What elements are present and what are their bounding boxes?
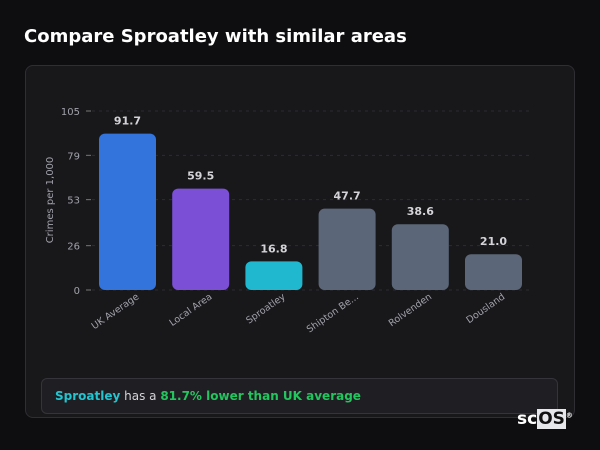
y-tick-label: 105 (61, 107, 80, 118)
x-tick-label: Local Area (168, 291, 215, 328)
data-label: 59.5 (187, 170, 214, 183)
bar (318, 208, 376, 290)
comparison-highlight: 81.7% lower than UK average (160, 389, 361, 403)
page-title: Compare Sproatley with similar areas (24, 26, 407, 47)
bar (391, 224, 449, 290)
data-label: 21.0 (480, 235, 507, 248)
bar (245, 261, 303, 290)
bar (465, 254, 522, 290)
bar (99, 133, 156, 290)
x-tick-label: UK Average (90, 291, 142, 332)
y-axis-label: Crimes per 1,000 (45, 157, 56, 244)
y-tick-label: 53 (67, 196, 80, 207)
area-name: Sproatley (55, 389, 121, 403)
x-tick-label: Rolvenden (387, 291, 434, 329)
y-tick-label: 26 (67, 242, 80, 253)
comparison-summary: Sproatley has a 81.7% lower than UK aver… (41, 378, 558, 414)
y-tick-label: 79 (67, 151, 80, 162)
x-tick-label: Sproatley (244, 291, 288, 326)
summary-text: has a (120, 389, 161, 403)
data-label: 38.6 (407, 205, 434, 218)
bar (172, 188, 230, 290)
logo: scOS® (517, 409, 573, 429)
x-tick-label: Dousland (464, 291, 507, 326)
data-label: 91.7 (114, 115, 141, 128)
data-label: 16.8 (260, 242, 287, 255)
y-tick-label: 0 (74, 286, 80, 297)
x-tick-label: Shipton Be... (305, 291, 361, 335)
data-label: 47.7 (334, 190, 361, 203)
